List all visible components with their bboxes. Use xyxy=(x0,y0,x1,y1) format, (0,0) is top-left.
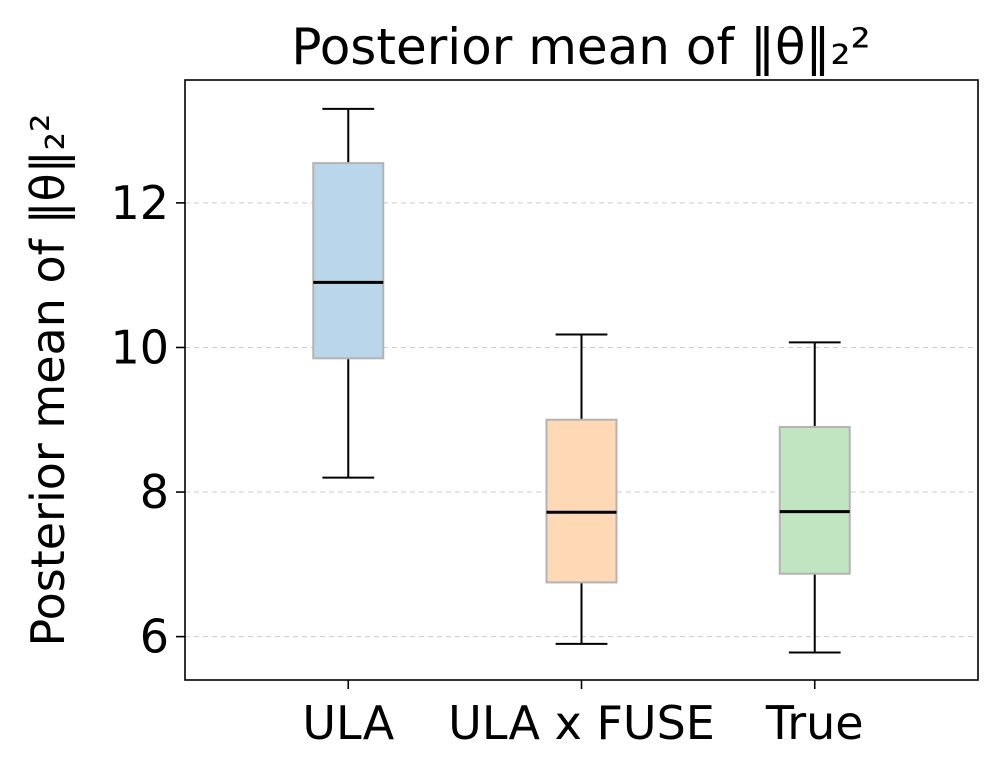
x-ticks: ULA ULA x FUSE True xyxy=(302,680,864,750)
y-tick-label: 8 xyxy=(140,465,169,519)
x-tick-label: True xyxy=(765,696,864,750)
boxes xyxy=(312,107,851,654)
box-body xyxy=(545,418,618,584)
box-body xyxy=(312,162,385,360)
chart-title: Posterior mean of ‖θ‖₂² xyxy=(291,18,870,76)
x-tick-label: ULA xyxy=(302,696,394,750)
y-tick-label: 6 xyxy=(140,610,169,664)
x-tick-label: ULA x FUSE xyxy=(448,696,715,750)
y-ticks: 6 8 10 12 xyxy=(110,176,185,664)
y-tick-label: 10 xyxy=(110,320,169,374)
y-axis-label: Posterior mean of ‖θ‖₂² xyxy=(21,114,76,647)
box-body xyxy=(778,425,851,575)
box-0 xyxy=(312,107,385,479)
box-1 xyxy=(545,333,618,645)
box-2 xyxy=(778,341,851,654)
y-tick-label: 12 xyxy=(110,176,169,230)
